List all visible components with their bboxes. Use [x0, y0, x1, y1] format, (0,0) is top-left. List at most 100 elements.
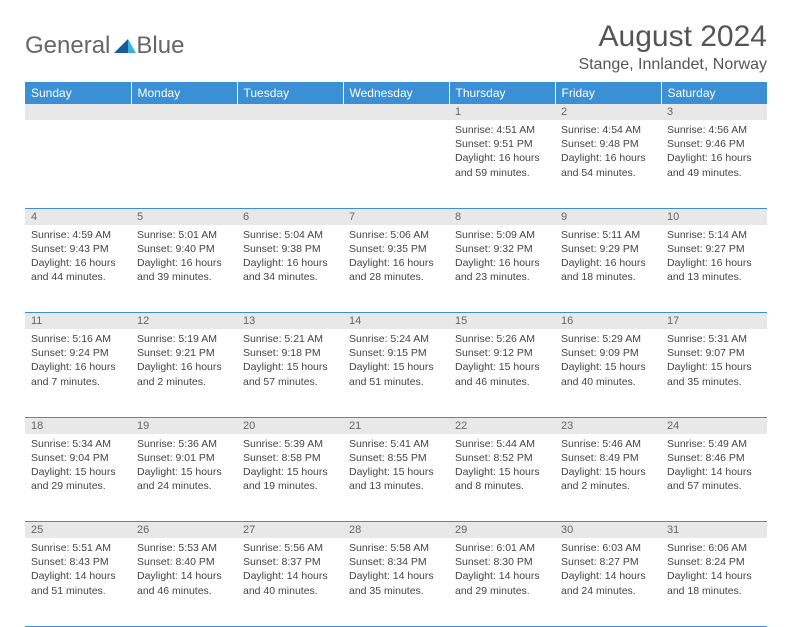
- day-number: [343, 104, 449, 120]
- day-cell: Sunrise: 4:54 AMSunset: 9:48 PMDaylight:…: [555, 120, 661, 208]
- daynum-row: 11121314151617: [25, 313, 767, 330]
- day-number: 13: [237, 313, 343, 330]
- day-cell: Sunrise: 5:11 AMSunset: 9:29 PMDaylight:…: [555, 225, 661, 313]
- week-row: Sunrise: 4:59 AMSunset: 9:43 PMDaylight:…: [25, 225, 767, 313]
- day-details: Sunrise: 4:59 AMSunset: 9:43 PMDaylight:…: [25, 225, 131, 289]
- day-details: Sunrise: 5:01 AMSunset: 9:40 PMDaylight:…: [131, 225, 237, 289]
- week-row: Sunrise: 5:16 AMSunset: 9:24 PMDaylight:…: [25, 329, 767, 417]
- day-number: 6: [237, 208, 343, 225]
- day-cell: Sunrise: 5:14 AMSunset: 9:27 PMDaylight:…: [661, 225, 767, 313]
- day-cell: Sunrise: 5:58 AMSunset: 8:34 PMDaylight:…: [343, 538, 449, 626]
- day-number: 16: [555, 313, 661, 330]
- day-number: 31: [661, 522, 767, 539]
- day-cell: Sunrise: 5:56 AMSunset: 8:37 PMDaylight:…: [237, 538, 343, 626]
- day-details: Sunrise: 4:56 AMSunset: 9:46 PMDaylight:…: [661, 120, 767, 184]
- month-title: August 2024: [578, 20, 767, 54]
- week-row: Sunrise: 4:51 AMSunset: 9:51 PMDaylight:…: [25, 120, 767, 208]
- day-number: 22: [449, 417, 555, 434]
- day-cell: Sunrise: 5:16 AMSunset: 9:24 PMDaylight:…: [25, 329, 131, 417]
- day-details: Sunrise: 5:49 AMSunset: 8:46 PMDaylight:…: [661, 434, 767, 498]
- daynum-row: 123: [25, 104, 767, 120]
- day-number: 20: [237, 417, 343, 434]
- day-number: 25: [25, 522, 131, 539]
- day-cell: [131, 120, 237, 208]
- day-details: Sunrise: 5:16 AMSunset: 9:24 PMDaylight:…: [25, 329, 131, 393]
- day-cell: Sunrise: 5:49 AMSunset: 8:46 PMDaylight:…: [661, 434, 767, 522]
- day-cell: Sunrise: 5:34 AMSunset: 9:04 PMDaylight:…: [25, 434, 131, 522]
- day-number: 1: [449, 104, 555, 120]
- day-cell: Sunrise: 5:19 AMSunset: 9:21 PMDaylight:…: [131, 329, 237, 417]
- day-number: 14: [343, 313, 449, 330]
- day-cell: Sunrise: 5:53 AMSunset: 8:40 PMDaylight:…: [131, 538, 237, 626]
- day-details: Sunrise: 6:06 AMSunset: 8:24 PMDaylight:…: [661, 538, 767, 602]
- day-number: 5: [131, 208, 237, 225]
- day-details: Sunrise: 5:31 AMSunset: 9:07 PMDaylight:…: [661, 329, 767, 393]
- day-number: [25, 104, 131, 120]
- day-cell: Sunrise: 5:01 AMSunset: 9:40 PMDaylight:…: [131, 225, 237, 313]
- day-number: 15: [449, 313, 555, 330]
- day-number: 4: [25, 208, 131, 225]
- weekday-row: SundayMondayTuesdayWednesdayThursdayFrid…: [25, 82, 767, 104]
- brand-logo: General Blue: [25, 32, 184, 60]
- day-cell: Sunrise: 5:46 AMSunset: 8:49 PMDaylight:…: [555, 434, 661, 522]
- day-details: Sunrise: 6:01 AMSunset: 8:30 PMDaylight:…: [449, 538, 555, 602]
- day-details: Sunrise: 5:29 AMSunset: 9:09 PMDaylight:…: [555, 329, 661, 393]
- day-cell: Sunrise: 5:06 AMSunset: 9:35 PMDaylight:…: [343, 225, 449, 313]
- brand-part1: General: [25, 32, 110, 60]
- day-details: Sunrise: 5:04 AMSunset: 9:38 PMDaylight:…: [237, 225, 343, 289]
- day-number: 18: [25, 417, 131, 434]
- weekday-header: Thursday: [449, 82, 555, 104]
- day-cell: Sunrise: 5:04 AMSunset: 9:38 PMDaylight:…: [237, 225, 343, 313]
- day-cell: Sunrise: 6:06 AMSunset: 8:24 PMDaylight:…: [661, 538, 767, 626]
- day-details: Sunrise: 5:44 AMSunset: 8:52 PMDaylight:…: [449, 434, 555, 498]
- day-cell: Sunrise: 5:39 AMSunset: 8:58 PMDaylight:…: [237, 434, 343, 522]
- day-cell: Sunrise: 5:24 AMSunset: 9:15 PMDaylight:…: [343, 329, 449, 417]
- day-number: 27: [237, 522, 343, 539]
- calendar-table: SundayMondayTuesdayWednesdayThursdayFrid…: [25, 82, 767, 627]
- calendar-head: SundayMondayTuesdayWednesdayThursdayFrid…: [25, 82, 767, 104]
- day-details: Sunrise: 4:51 AMSunset: 9:51 PMDaylight:…: [449, 120, 555, 184]
- day-cell: Sunrise: 6:01 AMSunset: 8:30 PMDaylight:…: [449, 538, 555, 626]
- day-details: Sunrise: 5:41 AMSunset: 8:55 PMDaylight:…: [343, 434, 449, 498]
- week-row: Sunrise: 5:51 AMSunset: 8:43 PMDaylight:…: [25, 538, 767, 626]
- day-number: 9: [555, 208, 661, 225]
- weekday-header: Wednesday: [343, 82, 449, 104]
- day-cell: Sunrise: 5:41 AMSunset: 8:55 PMDaylight:…: [343, 434, 449, 522]
- weekday-header: Monday: [131, 82, 237, 104]
- calendar-body: 123Sunrise: 4:51 AMSunset: 9:51 PMDaylig…: [25, 104, 767, 626]
- day-number: [237, 104, 343, 120]
- day-cell: Sunrise: 6:03 AMSunset: 8:27 PMDaylight:…: [555, 538, 661, 626]
- weekday-header: Sunday: [25, 82, 131, 104]
- day-details: Sunrise: 5:39 AMSunset: 8:58 PMDaylight:…: [237, 434, 343, 498]
- header: General Blue August 2024 Stange, Innland…: [25, 20, 767, 74]
- weekday-header: Friday: [555, 82, 661, 104]
- day-details: Sunrise: 5:51 AMSunset: 8:43 PMDaylight:…: [25, 538, 131, 602]
- day-number: 30: [555, 522, 661, 539]
- day-cell: [237, 120, 343, 208]
- day-number: 12: [131, 313, 237, 330]
- day-number: 7: [343, 208, 449, 225]
- day-cell: Sunrise: 4:56 AMSunset: 9:46 PMDaylight:…: [661, 120, 767, 208]
- day-number: 24: [661, 417, 767, 434]
- day-cell: Sunrise: 5:51 AMSunset: 8:43 PMDaylight:…: [25, 538, 131, 626]
- day-number: 23: [555, 417, 661, 434]
- daynum-row: 18192021222324: [25, 417, 767, 434]
- day-number: 2: [555, 104, 661, 120]
- brand-mark-icon: [114, 32, 136, 60]
- day-number: 10: [661, 208, 767, 225]
- title-block: August 2024 Stange, Innlandet, Norway: [578, 20, 767, 74]
- day-details: Sunrise: 5:14 AMSunset: 9:27 PMDaylight:…: [661, 225, 767, 289]
- day-details: Sunrise: 5:26 AMSunset: 9:12 PMDaylight:…: [449, 329, 555, 393]
- day-number: 19: [131, 417, 237, 434]
- day-number: 17: [661, 313, 767, 330]
- day-details: Sunrise: 5:11 AMSunset: 9:29 PMDaylight:…: [555, 225, 661, 289]
- day-cell: Sunrise: 5:36 AMSunset: 9:01 PMDaylight:…: [131, 434, 237, 522]
- day-cell: Sunrise: 5:44 AMSunset: 8:52 PMDaylight:…: [449, 434, 555, 522]
- day-details: Sunrise: 5:46 AMSunset: 8:49 PMDaylight:…: [555, 434, 661, 498]
- day-details: Sunrise: 5:09 AMSunset: 9:32 PMDaylight:…: [449, 225, 555, 289]
- day-details: Sunrise: 4:54 AMSunset: 9:48 PMDaylight:…: [555, 120, 661, 184]
- day-cell: Sunrise: 4:51 AMSunset: 9:51 PMDaylight:…: [449, 120, 555, 208]
- day-details: Sunrise: 5:24 AMSunset: 9:15 PMDaylight:…: [343, 329, 449, 393]
- day-details: Sunrise: 5:19 AMSunset: 9:21 PMDaylight:…: [131, 329, 237, 393]
- day-details: Sunrise: 5:21 AMSunset: 9:18 PMDaylight:…: [237, 329, 343, 393]
